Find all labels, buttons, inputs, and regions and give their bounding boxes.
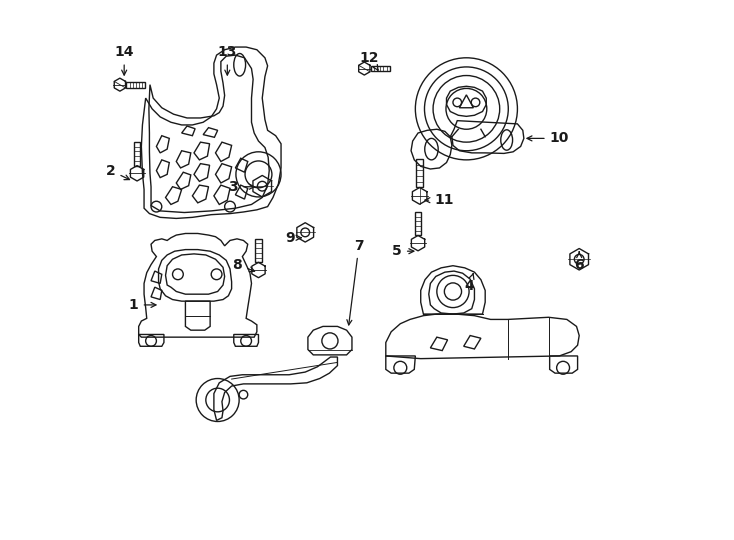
Text: 2: 2	[106, 164, 129, 180]
Text: 14: 14	[115, 45, 134, 75]
Text: 8: 8	[233, 258, 255, 272]
Text: 7: 7	[347, 239, 364, 325]
Text: 13: 13	[218, 45, 237, 75]
Text: 1: 1	[129, 298, 156, 312]
Text: 4: 4	[464, 273, 474, 293]
Text: 6: 6	[575, 252, 584, 272]
Text: 9: 9	[285, 231, 301, 245]
Text: 11: 11	[425, 193, 454, 207]
Text: 5: 5	[392, 244, 414, 258]
Text: 3: 3	[228, 180, 254, 194]
Text: 10: 10	[527, 131, 569, 145]
Text: 12: 12	[360, 51, 379, 70]
